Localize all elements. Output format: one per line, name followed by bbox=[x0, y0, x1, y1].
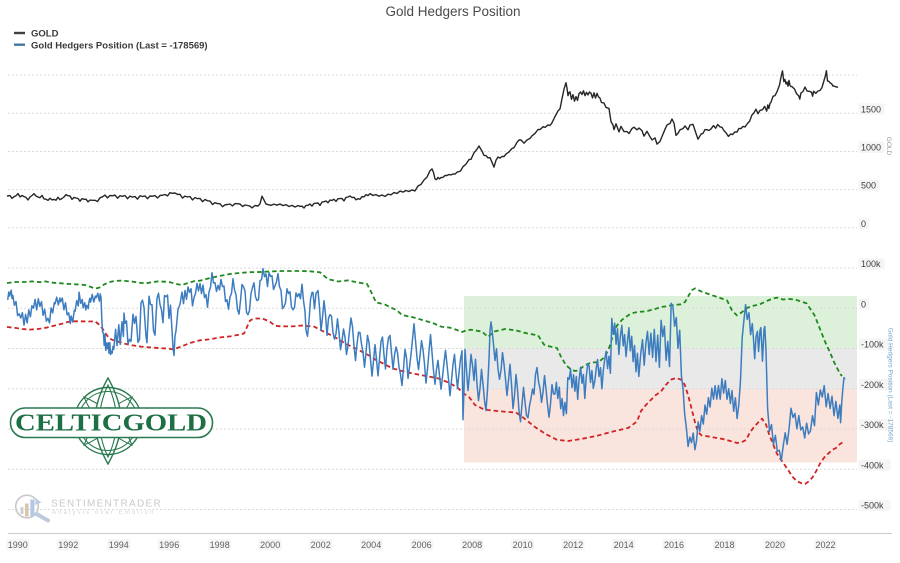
svg-text:1500: 1500 bbox=[861, 104, 881, 114]
svg-text:2018: 2018 bbox=[714, 540, 734, 550]
svg-text:0: 0 bbox=[861, 219, 866, 229]
svg-text:-200k: -200k bbox=[861, 380, 884, 390]
svg-text:2012: 2012 bbox=[563, 540, 583, 550]
svg-text:SENTIMENTRADER: SENTIMENTRADER bbox=[51, 499, 162, 510]
svg-text:2010: 2010 bbox=[513, 540, 533, 550]
svg-text:-300k: -300k bbox=[861, 420, 884, 430]
svg-text:500: 500 bbox=[861, 181, 876, 191]
svg-text:CELTICGOLD: CELTICGOLD bbox=[15, 410, 207, 437]
svg-text:GOLD: GOLD bbox=[885, 137, 892, 156]
svg-text:2000: 2000 bbox=[260, 540, 280, 550]
svg-text:1994: 1994 bbox=[109, 540, 129, 550]
svg-text:Gold Hedgers Position (Last =: Gold Hedgers Position (Last = -178569) bbox=[887, 328, 894, 443]
svg-text:2022: 2022 bbox=[815, 540, 835, 550]
svg-text:0: 0 bbox=[861, 299, 866, 309]
svg-text:1000: 1000 bbox=[861, 143, 881, 153]
svg-text:1996: 1996 bbox=[159, 540, 179, 550]
svg-text:100k: 100k bbox=[861, 259, 881, 269]
svg-text:2008: 2008 bbox=[462, 540, 482, 550]
svg-text:1998: 1998 bbox=[210, 540, 230, 550]
svg-text:1990: 1990 bbox=[8, 540, 28, 550]
svg-text:Analysis over Emotion: Analysis over Emotion bbox=[52, 510, 155, 516]
svg-text:1992: 1992 bbox=[58, 540, 78, 550]
svg-text:2020: 2020 bbox=[765, 540, 785, 550]
svg-text:2004: 2004 bbox=[361, 540, 381, 550]
svg-text:GOLD: GOLD bbox=[31, 28, 59, 39]
svg-text:Gold Hedgers Position (Last =: Gold Hedgers Position (Last = -178569) bbox=[31, 40, 208, 51]
svg-text:2002: 2002 bbox=[311, 540, 331, 550]
svg-text:Gold Hedgers Position: Gold Hedgers Position bbox=[385, 4, 520, 19]
svg-text:2014: 2014 bbox=[614, 540, 634, 550]
svg-text:2016: 2016 bbox=[664, 540, 684, 550]
svg-text:-100k: -100k bbox=[861, 340, 884, 350]
svg-text:-500k: -500k bbox=[861, 501, 884, 511]
svg-text:-400k: -400k bbox=[861, 460, 884, 470]
svg-text:2006: 2006 bbox=[412, 540, 432, 550]
